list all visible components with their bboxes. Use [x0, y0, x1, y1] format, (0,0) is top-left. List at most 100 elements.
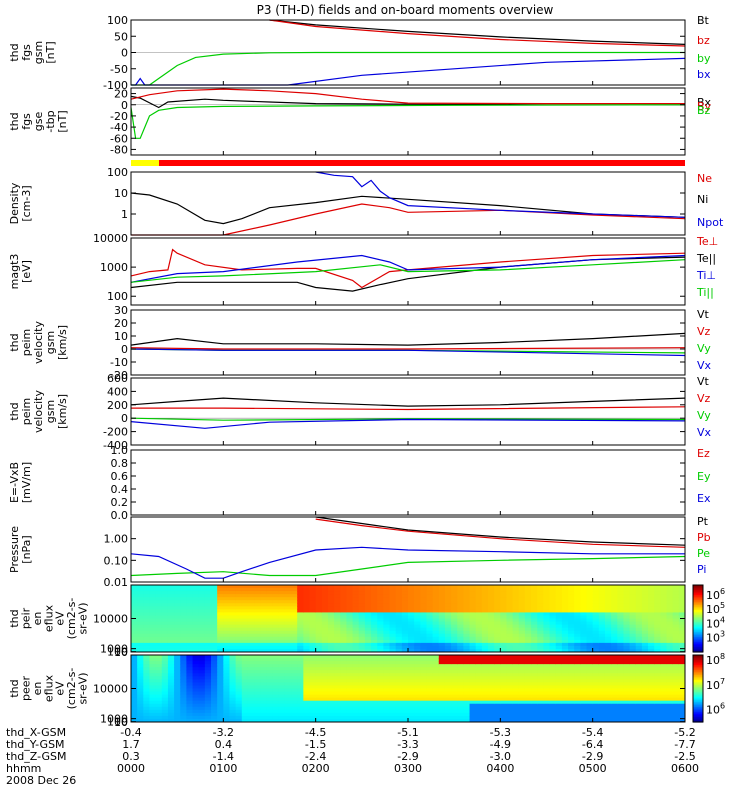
- ion_spectrogram-cell: [481, 627, 489, 632]
- electron_spectrogram-cell: [555, 718, 563, 723]
- ion_spectrogram-cell: [463, 642, 471, 647]
- electron_spectrogram-cell: [500, 679, 507, 683]
- electron_spectrogram-cell: [340, 661, 347, 665]
- velocity_small-ytick-label: -10: [110, 356, 128, 369]
- electron_spectrogram-cell: [469, 676, 477, 680]
- electron_spectrogram-cell: [586, 715, 594, 720]
- electron_spectrogram-cell: [432, 655, 440, 659]
- ion_spectrogram-cell: [204, 627, 212, 632]
- ion_spectrogram-cell: [457, 600, 464, 604]
- ion_spectrogram-cell: [420, 639, 427, 644]
- ion_spectrogram-cell: [524, 588, 532, 592]
- electron_spectrogram-cell: [334, 664, 341, 668]
- electron_spectrogram-cell: [254, 700, 261, 705]
- ion_spectrogram-cell: [648, 594, 655, 598]
- electron_spectrogram-cell: [217, 712, 224, 717]
- ion_spectrogram-cell: [198, 612, 206, 616]
- ion_spectrogram-cell: [377, 642, 384, 647]
- electron_spectrogram-cell: [303, 658, 311, 662]
- ion_spectrogram-cell: [420, 609, 427, 613]
- electron_spectrogram-ylabel-line: en: [31, 682, 44, 696]
- ion_spectrogram-cell: [137, 600, 144, 604]
- ion_spectrogram-cell: [167, 597, 175, 601]
- electron_spectrogram-cell: [494, 676, 501, 680]
- ion_spectrogram-cell: [488, 591, 495, 595]
- electron_spectrogram-cell: [340, 706, 347, 711]
- pressure-ytick-label: 0.01: [104, 576, 129, 589]
- electron_spectrogram-cell: [580, 694, 588, 699]
- ion_spectrogram-cell: [488, 621, 495, 626]
- electron_spectrogram-cell: [395, 718, 403, 723]
- ion_spectrogram-cell: [654, 618, 661, 623]
- electron_spectrogram-cell: [229, 697, 237, 702]
- ion_spectrogram-cell: [481, 642, 489, 647]
- electron_spectrogram-cell: [364, 691, 372, 696]
- ion_spectrogram-cell: [247, 642, 255, 647]
- electron_spectrogram-cell: [512, 712, 520, 717]
- ion_spectrogram-cell: [217, 600, 224, 604]
- ion_spectrogram-cell: [451, 636, 458, 641]
- ion_spectrogram-cell: [297, 594, 304, 598]
- electron_spectrogram-cell: [574, 694, 581, 699]
- electron_spectrogram-cell: [494, 682, 501, 686]
- ion_spectrogram-cell: [463, 639, 471, 644]
- electron_spectrogram-cell: [500, 667, 507, 671]
- electron_spectrogram-cell: [211, 697, 218, 702]
- temperature-ylabel-line: [eV]: [20, 260, 33, 283]
- ion_spectrogram-cell: [451, 627, 458, 632]
- electron_spectrogram-cell: [272, 667, 280, 671]
- electron_spectrogram-cell: [340, 682, 347, 686]
- electron_spectrogram-cell: [167, 703, 175, 708]
- ion_spectrogram-cell: [451, 633, 458, 638]
- electron_spectrogram-cell: [438, 667, 446, 671]
- ion_spectrogram-cell: [303, 600, 311, 604]
- ion_spectrogram-cell: [223, 612, 230, 616]
- electron_spectrogram-cell: [291, 658, 298, 662]
- ion_spectrogram-cell: [512, 585, 520, 589]
- ion_spectrogram-cell: [247, 639, 255, 644]
- ion_spectrogram-cell: [235, 594, 243, 598]
- ion_spectrogram-cell: [241, 645, 249, 650]
- ion_spectrogram-cell: [161, 606, 169, 610]
- electron_spectrogram-cell: [629, 664, 637, 668]
- ion_spectrogram-cell: [488, 618, 495, 623]
- ion_spectrogram-cell: [666, 612, 674, 616]
- electron_spectrogram-cell: [180, 676, 187, 680]
- electron_spectrogram-cell: [420, 685, 427, 689]
- electron_spectrogram-cell: [592, 712, 600, 717]
- electron_spectrogram-cell: [660, 655, 668, 659]
- ion_spectrogram-cell: [272, 588, 280, 592]
- ion_spectrogram-cell: [340, 639, 347, 644]
- orbit-value: -7.7: [674, 738, 695, 751]
- ion_spectrogram-cell: [186, 588, 194, 592]
- ion_spectrogram-cell: [549, 630, 557, 635]
- ion_spectrogram-colorbar-cell: [693, 610, 703, 613]
- electron_spectrogram-cell: [346, 682, 354, 686]
- electron_spectrogram-cell: [420, 712, 427, 717]
- ion_spectrogram-cell: [291, 627, 298, 632]
- electron_spectrogram-cell: [518, 661, 526, 665]
- ion_spectrogram-cell: [414, 636, 421, 641]
- electron_spectrogram-cell: [297, 667, 304, 671]
- ion_spectrogram-cell: [266, 588, 274, 592]
- electron_spectrogram-cell: [438, 709, 446, 714]
- electron_spectrogram-cell: [254, 712, 261, 717]
- ion_spectrogram-cell: [518, 639, 526, 644]
- electron_spectrogram-cell: [457, 715, 464, 720]
- ion_spectrogram-cell: [241, 597, 249, 601]
- ion_spectrogram-cell: [321, 600, 329, 604]
- ion_spectrogram-cell: [531, 615, 538, 619]
- electron_spectrogram-cell: [217, 661, 224, 665]
- electron_spectrogram-cell: [204, 715, 212, 720]
- electron_spectrogram-cell: [358, 703, 366, 708]
- electron_spectrogram-cell: [629, 661, 637, 665]
- electron_spectrogram-cell: [315, 694, 323, 699]
- ion_spectrogram-cell: [247, 606, 255, 610]
- electron_spectrogram-cell: [254, 679, 261, 683]
- ion_spectrogram-cell: [537, 630, 544, 635]
- ion_spectrogram-cell: [574, 648, 581, 653]
- electron_spectrogram-cell: [198, 718, 206, 723]
- ion_spectrogram-cell: [654, 630, 661, 635]
- velocity_large-ylabel-line: gsm: [44, 400, 57, 423]
- ion_spectrogram-cell: [309, 648, 317, 653]
